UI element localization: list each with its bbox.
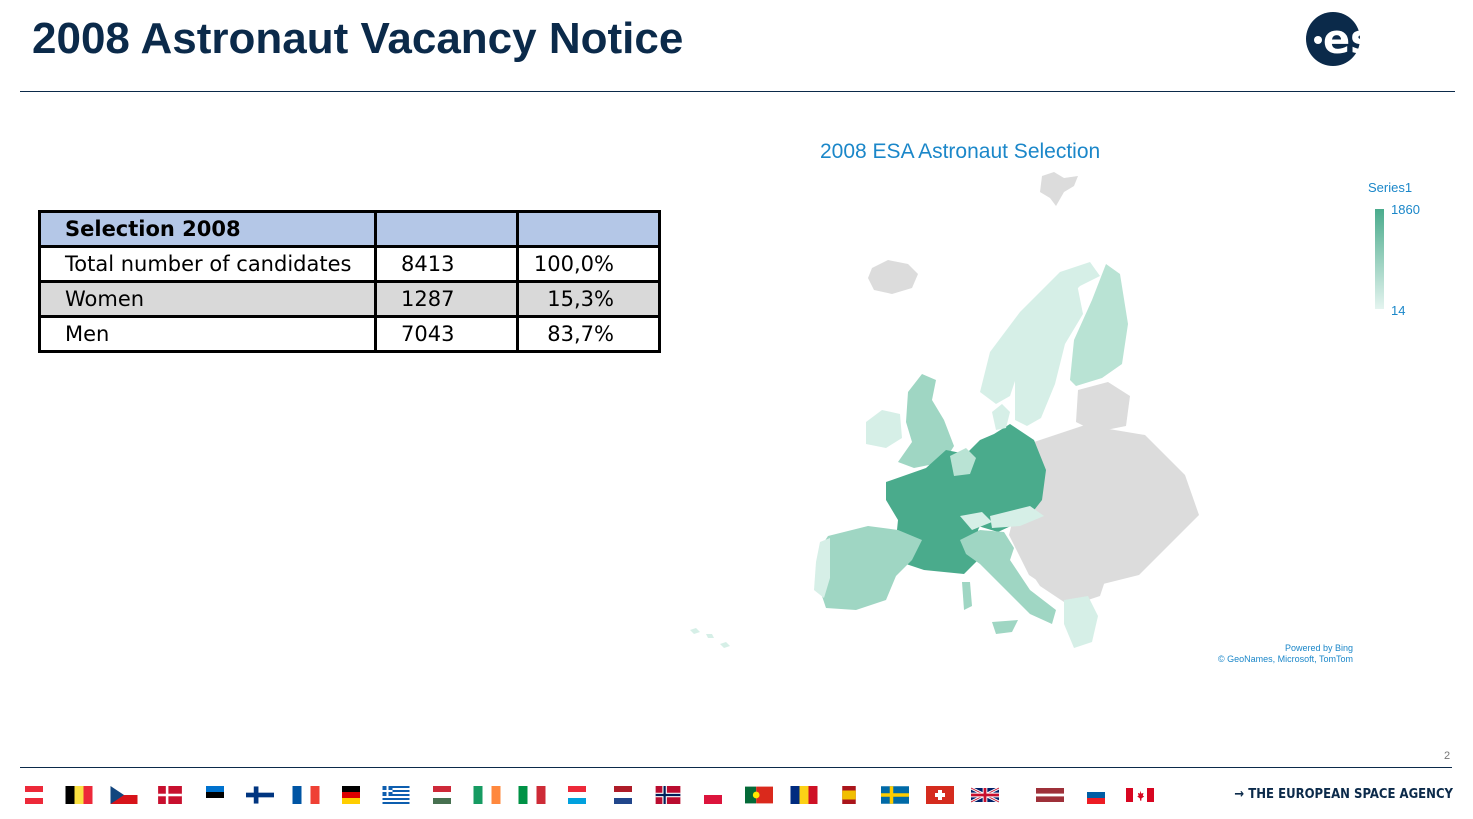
italy-shape (960, 530, 1056, 624)
norway-shape (980, 262, 1100, 404)
finland-flag (246, 786, 274, 804)
ireland-shape (866, 410, 902, 448)
ireland-flag (473, 786, 501, 804)
svalbard-shape (1040, 172, 1078, 206)
germany-flag (337, 786, 365, 804)
sweden-flag (881, 786, 909, 804)
estonia-flag (201, 786, 229, 804)
table-cell: 7043 (374, 315, 519, 353)
spain-flag (835, 786, 863, 804)
latvia-flag (1036, 786, 1064, 804)
legend-color-scale (1375, 209, 1384, 309)
sweden-shape (1015, 284, 1083, 426)
baltics-shape (1076, 382, 1130, 432)
greece-flag (382, 786, 410, 804)
benelux-shape (950, 448, 976, 476)
portugal-flag (745, 786, 773, 804)
map-credit-bing: Powered by Bing (1284, 643, 1353, 653)
denmark-shape (992, 404, 1010, 430)
finland-shape (1070, 264, 1128, 386)
slovenia-flag (1082, 786, 1110, 804)
canada-flag (1126, 786, 1154, 804)
table-cell: 100,0% (516, 245, 661, 283)
map-title: 2008 ESA Astronaut Selection (820, 140, 1101, 163)
header-divider (20, 91, 1455, 92)
table-cell: Men (38, 315, 377, 353)
legend-title: Series1 (1368, 180, 1413, 195)
page-number: 2 (1444, 750, 1451, 762)
canary-islands-shape (690, 628, 730, 648)
netherlands-flag (609, 786, 637, 804)
sardinia-shape (962, 582, 972, 610)
poland-flag (699, 786, 727, 804)
spain-shape (816, 526, 922, 610)
portugal-shape (814, 538, 830, 598)
uk-shape (898, 374, 954, 468)
denmark-flag (156, 786, 184, 804)
germany-shape (964, 424, 1046, 532)
norway-flag (654, 786, 682, 804)
table-header-cell (374, 210, 519, 248)
austria-flag (20, 786, 48, 804)
austria-shape (990, 506, 1044, 528)
footer-divider (20, 767, 1452, 768)
belgium-flag (65, 786, 93, 804)
iceland-shape (868, 260, 918, 294)
uk-flag (971, 786, 999, 804)
table-row: Men 7043 83,7% (38, 315, 661, 353)
esa-logo: esa (1306, 12, 1458, 68)
switzerland-shape (960, 512, 992, 530)
table-header-cell: Selection 2008 (38, 210, 377, 248)
table-cell: 83,7% (516, 315, 661, 353)
romania-flag (790, 786, 818, 804)
table-cell: 8413 (374, 245, 519, 283)
table-row: Women 1287 15,3% (38, 280, 661, 318)
selection-table: Selection 2008 Total number of candidate… (38, 210, 661, 353)
agency-tagline: → THE EUROPEAN SPACE AGENCY (1234, 787, 1453, 802)
france-flag (292, 786, 320, 804)
logo-text: esa (1323, 17, 1401, 63)
table-cell: Total number of candidates (38, 245, 377, 283)
italy-flag (518, 786, 546, 804)
czechia-flag (110, 786, 138, 804)
table-header-row: Selection 2008 (38, 210, 661, 248)
luxembourg-flag (563, 786, 591, 804)
legend-min-label: 14 (1391, 303, 1406, 318)
table-row: Total number of candidates 8413 100,0% (38, 245, 661, 283)
europe-map (690, 172, 1199, 648)
legend-max-label: 1860 (1391, 202, 1420, 217)
map-credit-sources: © GeoNames, Microsoft, TomTom (1218, 654, 1353, 664)
slide-title: 2008 Astronaut Vacancy Notice (32, 14, 684, 63)
balkans-shape (1020, 532, 1110, 606)
sicily-shape (992, 620, 1018, 634)
table-cell: 15,3% (516, 280, 661, 318)
greece-shape (1064, 596, 1098, 648)
table-cell: 1287 (374, 280, 519, 318)
table-header-cell (516, 210, 661, 248)
switzerland-flag (926, 786, 954, 804)
hungary-flag (428, 786, 456, 804)
table-cell: Women (38, 280, 377, 318)
